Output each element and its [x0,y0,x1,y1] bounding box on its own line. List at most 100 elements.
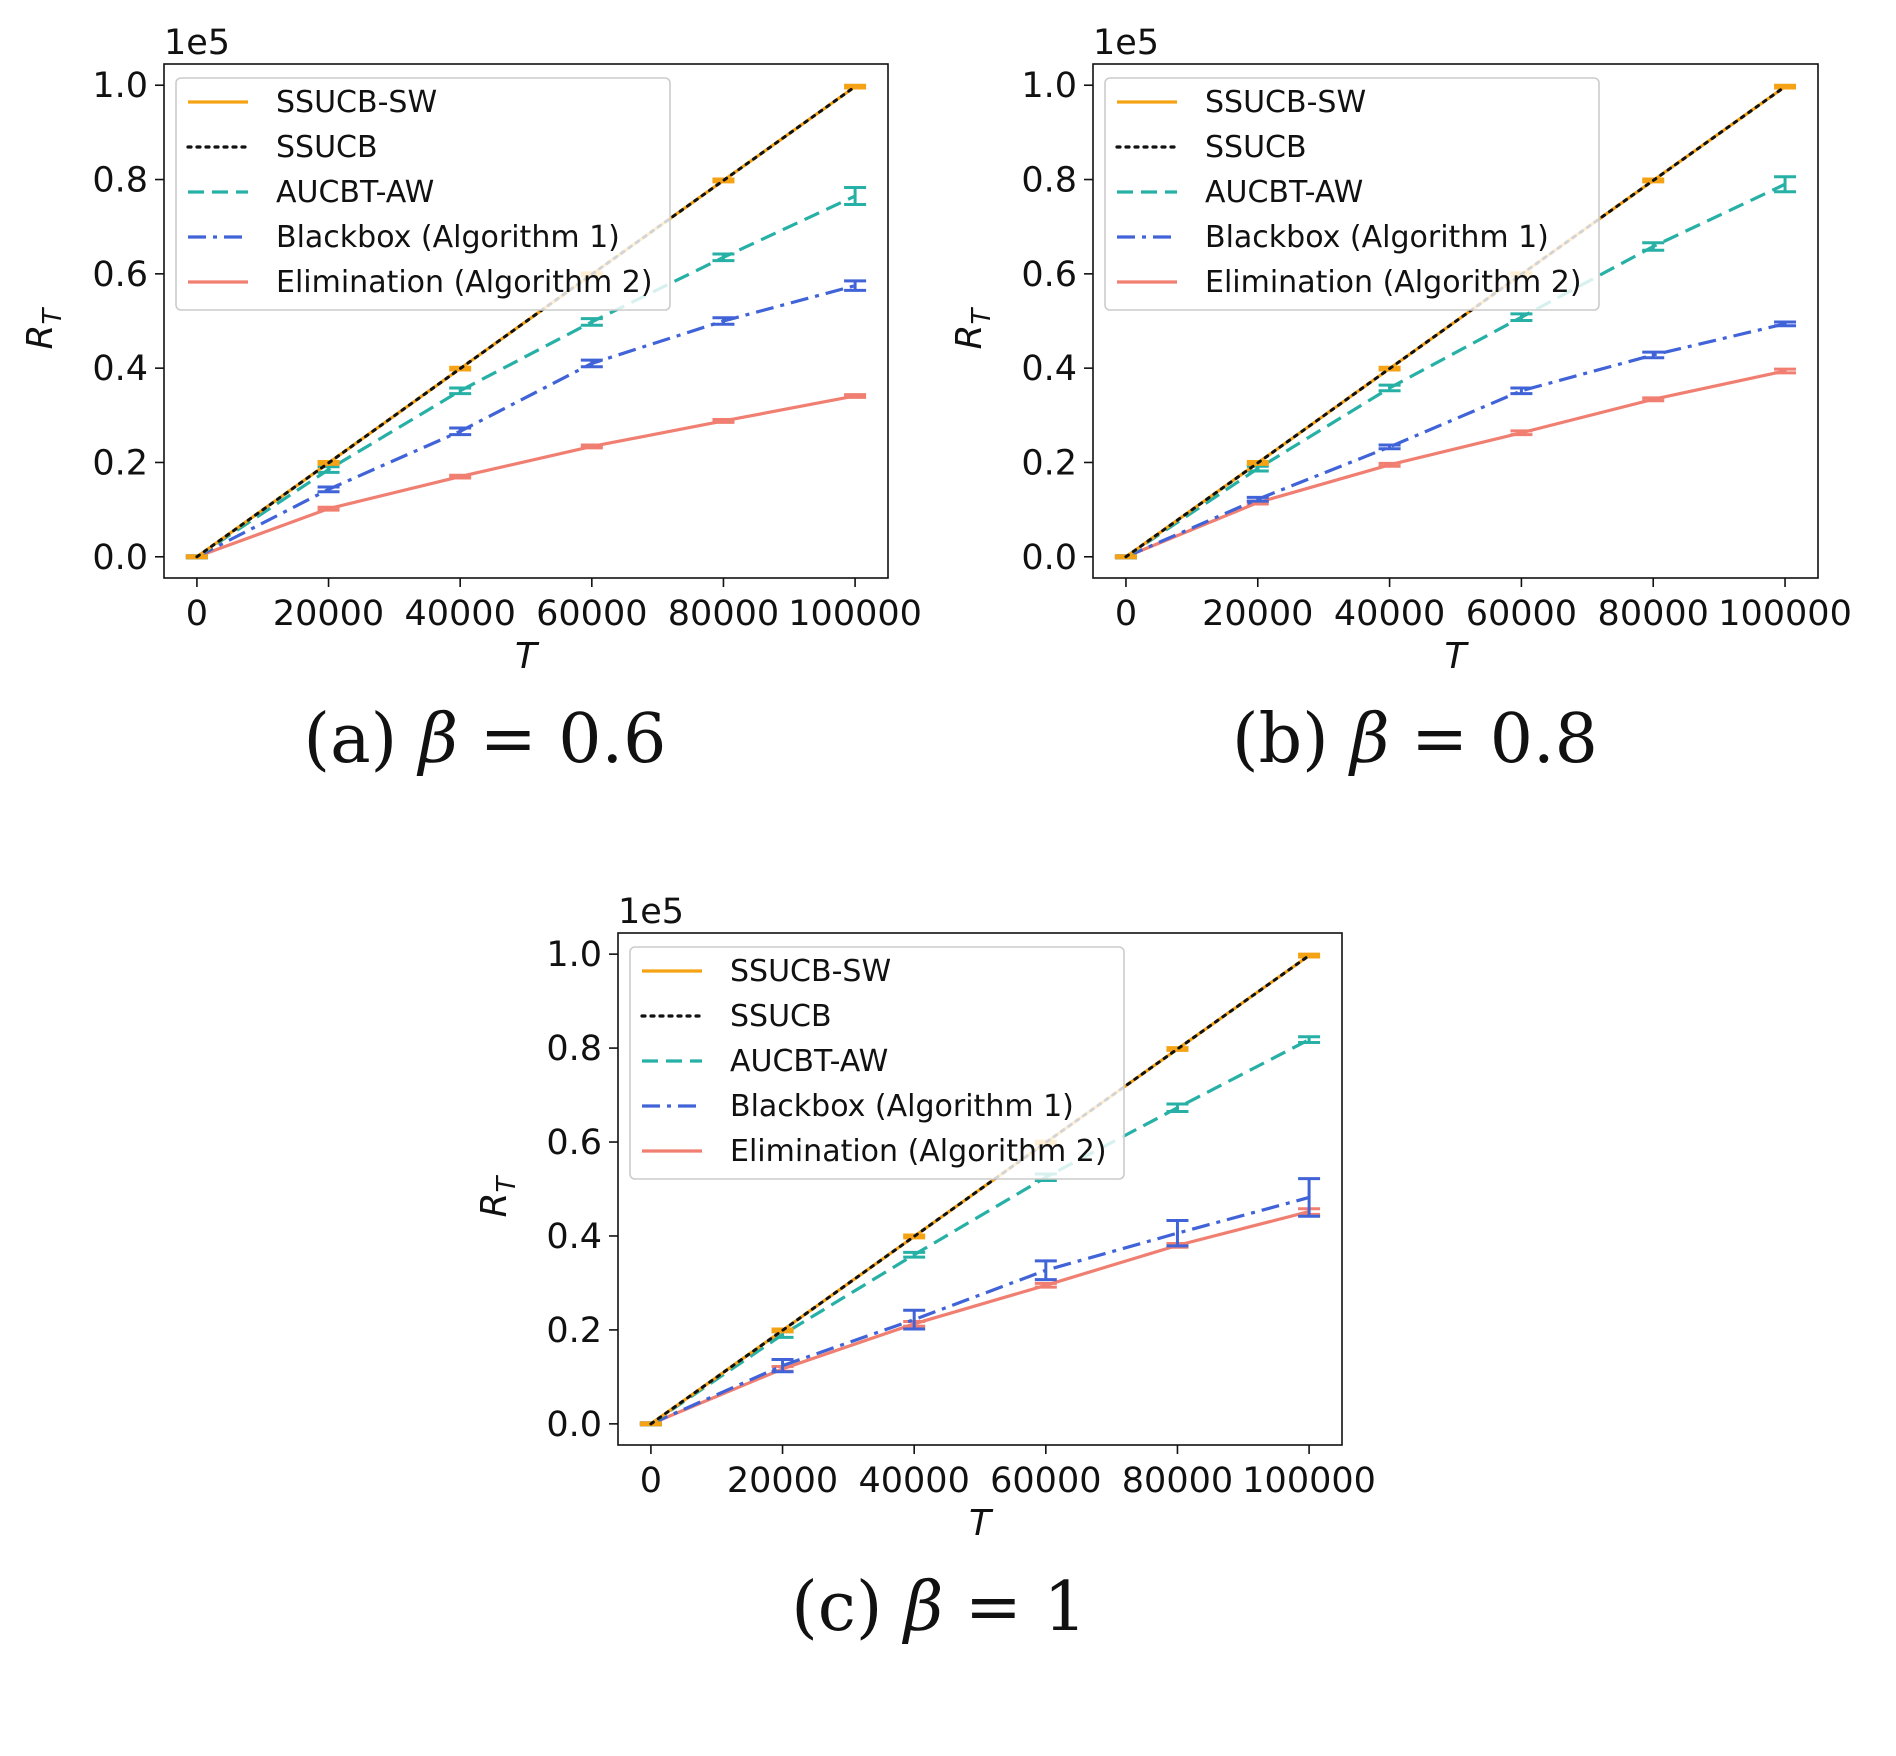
caption-symbol: β [416,700,458,779]
x-axis-label: T [1445,636,1470,677]
x-tick-label: 100000 [1718,594,1852,634]
series-line [195,85,857,559]
y-tick-label: 0.4 [546,1217,602,1257]
panel-caption: (c) β = 1 [791,1568,1087,1647]
caption-label: (c) [791,1568,904,1647]
y-tick-label: 1.0 [1021,66,1077,106]
series-line [649,954,1311,1426]
y-axis-label: RT [20,306,68,349]
x-tick-label: 0 [1115,594,1137,634]
legend-label: Blackbox (Algorithm 1) [730,1089,1074,1124]
y-axis-label-main: R [474,1192,515,1217]
x-tick-label: 100000 [1242,1461,1376,1501]
y-axis-label-main: R [949,324,990,349]
series-ssucb [649,954,1311,1426]
legend-label: SSUCB [1205,130,1307,165]
series-elimination-algorithm-2 [185,393,867,560]
legend-label: AUCBT-AW [730,1044,888,1079]
y-tick-label: 0.8 [1021,161,1077,201]
legend: SSUCB-SW SSUCB AUCBT-AW Blackbox (Algorithm… [629,946,1125,1180]
x-tick-label: 20000 [727,1461,838,1501]
legend-label: AUCBT-AW [276,175,434,210]
y-tick-label: 0.2 [92,443,148,483]
y-axis-label-subscript: T [492,1174,522,1192]
y-tick-label: 0.2 [1021,443,1077,483]
caption-symbol: β [901,1568,943,1647]
series-line [1125,369,1786,559]
y-axis-label-main: R [20,324,61,349]
x-tick-label: 80000 [1122,1461,1233,1501]
legend-box [175,77,671,311]
caption-label: (b) [1232,700,1350,779]
caption-value: 1 [1044,1568,1087,1647]
y-exponent-label: 1e5 [164,23,230,63]
x-tick-label: 20000 [273,594,384,634]
x-tick-label: 60000 [1466,594,1577,634]
caption-label: (a) [304,700,419,779]
series-line [1125,322,1786,559]
caption-relation: = [458,700,558,779]
x-tick-label: 20000 [1202,594,1313,634]
y-exponent-label: 1e5 [618,892,684,932]
series-line [650,1210,1310,1426]
caption-value: 0.6 [558,700,666,779]
legend: SSUCB-SW SSUCB AUCBT-AW Blackbox (Algorithm… [175,77,671,311]
series-blackbox-algorithm-1 [639,1177,1321,1427]
y-tick-label: 0.0 [92,538,148,578]
chart-panel-1: 0.00.20.40.60.81.00 20000 40000 60000 80000 1… [20,23,922,779]
x-tick-label: 60000 [990,1461,1101,1501]
x-tick-label: 80000 [668,594,779,634]
x-tick-label: 60000 [536,594,647,634]
x-tick-label: 80000 [1598,594,1709,634]
series-line [196,284,856,559]
legend-label: AUCBT-AW [1205,175,1363,210]
legend-label: Elimination (Algorithm 2) [730,1134,1107,1169]
x-tick-label: 40000 [1334,594,1445,634]
caption-value: 0.8 [1490,700,1598,779]
chart-panel-2: 0.0 0.2 0.4 0.6 0.8 1.0 0 20000 40000 60000 80000 1… [949,23,1852,779]
legend-label: Blackbox (Algorithm 1) [1205,220,1549,255]
legend: SSUCB-SW SSUCB AUCBT-AW Blackbox (Algorithm… [1104,77,1600,311]
series-line [1124,85,1787,559]
legend-box [1104,77,1600,311]
caption-symbol: β [1347,700,1389,779]
panel-caption: (b) β = 0.8 [1232,700,1598,779]
x-axis-label: T [969,1503,994,1544]
series-line [1125,182,1786,559]
chart-panel-3: 0.00.20.40.60.81.00 20000 40000 60000 80000 1… [474,892,1376,1647]
legend-box [629,946,1125,1180]
y-tick-label: 0.2 [546,1311,602,1351]
x-axis-label: T [515,636,540,677]
legend-label: Elimination (Algorithm 2) [276,265,653,300]
x-tick-label: 40000 [405,594,516,634]
legend-label: SSUCB-SW [276,85,437,120]
series-aucbt-aw [1114,175,1797,560]
caption-relation: = [1390,700,1490,779]
legend-label: SSUCB [276,130,378,165]
y-tick-label: 0.4 [92,349,148,389]
y-axis-label: RT [949,306,997,349]
series-line [196,194,856,559]
y-tick-label: 0.6 [92,255,148,295]
series-line [650,1195,1310,1426]
series-line [650,1038,1310,1426]
y-tick-label: 1.0 [92,66,148,106]
legend-label: Blackbox (Algorithm 1) [276,220,620,255]
y-tick-label: 0.4 [1021,349,1077,389]
y-tick-label: 1.0 [546,935,602,975]
legend-label: SSUCB-SW [1205,85,1366,120]
series-ssucb [1124,85,1787,559]
x-tick-label: 100000 [788,594,922,634]
y-tick-label: 0.6 [1021,255,1077,295]
y-tick-label: 0.0 [546,1405,602,1445]
legend-label: SSUCB-SW [730,954,891,989]
caption-relation: = [943,1568,1043,1647]
legend-label: Elimination (Algorithm 2) [1205,265,1582,300]
y-axis-label-subscript: T [38,306,68,324]
y-axis-label: RT [474,1174,522,1217]
legend-label: SSUCB [730,999,832,1034]
x-tick-label: 0 [186,594,208,634]
y-tick-label: 0.6 [546,1123,602,1163]
y-tick-label: 0.0 [1021,538,1077,578]
